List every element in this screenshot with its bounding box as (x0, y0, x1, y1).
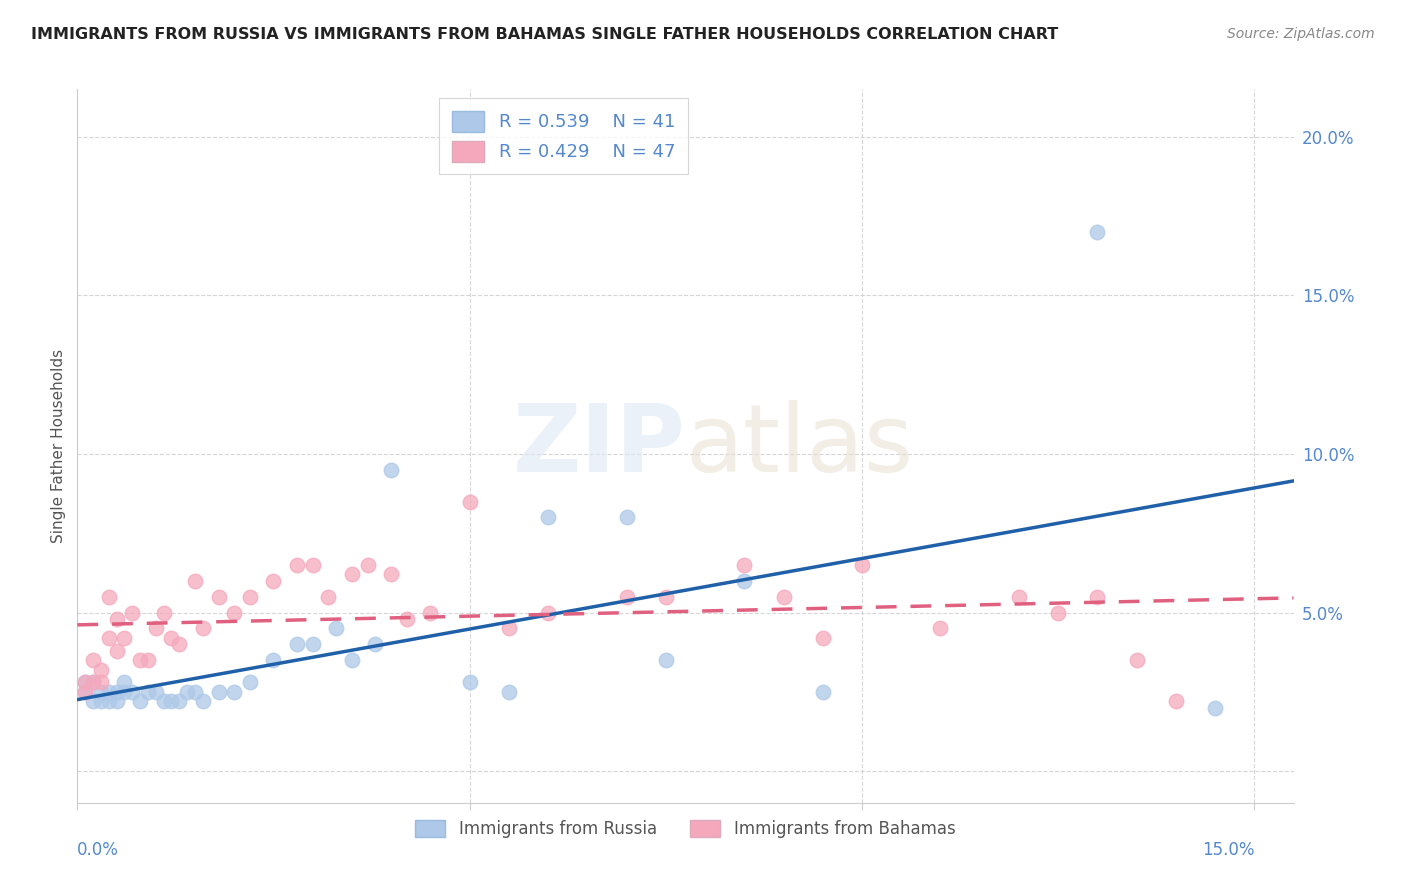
Point (239, 675, 262, 690)
Point (105, 685, 128, 699)
Point (356, 558, 378, 572)
Point (97, 685, 120, 699)
Point (129, 653, 152, 667)
Point (75, 675, 97, 690)
Point (325, 621, 347, 635)
Point (929, 621, 952, 635)
Point (152, 694, 174, 708)
Point (121, 685, 143, 699)
Point (301, 558, 323, 572)
Point (82, 675, 104, 690)
Point (121, 606, 143, 620)
Point (1085, 225, 1108, 239)
Point (1008, 590, 1031, 604)
Point (160, 694, 183, 708)
Point (301, 637, 323, 651)
Point (419, 606, 441, 620)
Point (1125, 653, 1147, 667)
Point (90, 685, 112, 699)
Point (811, 631, 834, 645)
Y-axis label: Single Father Households: Single Father Households (51, 349, 66, 543)
Point (136, 653, 159, 667)
Text: 15.0%: 15.0% (1202, 841, 1254, 859)
Point (616, 510, 638, 524)
Point (263, 574, 285, 588)
Point (851, 558, 873, 572)
Point (105, 612, 128, 626)
Point (90, 675, 112, 690)
Point (498, 621, 520, 635)
Point (537, 510, 560, 524)
Point (811, 685, 834, 699)
Point (145, 685, 167, 699)
Point (318, 590, 340, 604)
Point (112, 675, 135, 690)
Point (145, 621, 167, 635)
Point (1047, 606, 1070, 620)
Point (82, 675, 104, 690)
Point (1204, 700, 1226, 714)
Point (90, 663, 112, 677)
Text: ZIP: ZIP (513, 400, 686, 492)
Point (458, 494, 481, 508)
Point (112, 685, 135, 699)
Point (169, 694, 191, 708)
Point (239, 590, 262, 604)
Point (285, 637, 308, 651)
Point (152, 606, 174, 620)
Legend: Immigrants from Russia, Immigrants from Bahamas: Immigrants from Russia, Immigrants from … (409, 813, 962, 845)
Point (97, 631, 120, 645)
Point (380, 463, 402, 477)
Point (340, 567, 363, 582)
Point (380, 567, 402, 582)
Point (136, 685, 159, 699)
Point (733, 574, 755, 588)
Point (75, 685, 97, 699)
Point (263, 653, 285, 667)
Point (498, 685, 520, 699)
Point (733, 558, 755, 572)
Point (458, 675, 481, 690)
Point (112, 631, 135, 645)
Point (105, 694, 128, 708)
Point (97, 694, 120, 708)
Point (340, 653, 363, 667)
Point (90, 694, 112, 708)
Text: 0.0%: 0.0% (77, 841, 120, 859)
Point (772, 590, 794, 604)
Point (537, 606, 560, 620)
Point (191, 621, 214, 635)
Point (285, 558, 308, 572)
Point (105, 643, 128, 657)
Point (224, 685, 246, 699)
Point (1164, 694, 1187, 708)
Point (207, 590, 229, 604)
Point (176, 685, 198, 699)
Point (129, 694, 152, 708)
Point (75, 685, 97, 699)
Point (82, 653, 104, 667)
Point (97, 590, 120, 604)
Point (1085, 590, 1108, 604)
Point (224, 606, 246, 620)
Point (184, 574, 207, 588)
Point (75, 675, 97, 690)
Point (82, 694, 104, 708)
Point (191, 694, 214, 708)
Text: IMMIGRANTS FROM RUSSIA VS IMMIGRANTS FROM BAHAMAS SINGLE FATHER HOUSEHOLDS CORRE: IMMIGRANTS FROM RUSSIA VS IMMIGRANTS FRO… (31, 27, 1059, 42)
Point (207, 685, 229, 699)
Point (655, 653, 678, 667)
Text: Source: ZipAtlas.com: Source: ZipAtlas.com (1227, 27, 1375, 41)
Point (169, 637, 191, 651)
Point (616, 590, 638, 604)
Point (160, 631, 183, 645)
Point (364, 637, 387, 651)
Point (184, 685, 207, 699)
Point (655, 590, 678, 604)
Text: atlas: atlas (686, 400, 914, 492)
Point (395, 612, 418, 626)
